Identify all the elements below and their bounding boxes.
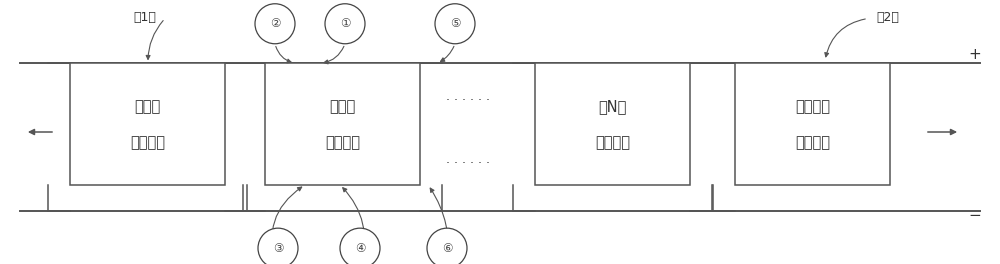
Text: · · · · · ·: · · · · · · — [446, 157, 490, 170]
Text: ⑥: ⑥ — [442, 242, 452, 255]
Ellipse shape — [435, 4, 475, 44]
Text: 产生模块: 产生模块 — [795, 135, 830, 150]
Text: 偏置电流: 偏置电流 — [795, 100, 830, 114]
Ellipse shape — [258, 228, 298, 264]
Text: 整流单元: 整流单元 — [595, 135, 630, 150]
Bar — [735, 63, 890, 185]
Text: −: − — [969, 208, 981, 223]
Text: ①: ① — [340, 17, 350, 30]
Text: ⑤: ⑤ — [450, 17, 460, 30]
Text: 第N级: 第N级 — [598, 100, 627, 114]
Text: · · · · · ·: · · · · · · — [446, 94, 490, 107]
Text: 第一级: 第一级 — [134, 100, 161, 114]
Bar — [535, 63, 690, 185]
Bar — [70, 63, 225, 185]
Text: ②: ② — [270, 17, 280, 30]
Ellipse shape — [427, 228, 467, 264]
Text: （1）: （1） — [134, 11, 156, 23]
Text: 整流单元: 整流单元 — [325, 135, 360, 150]
Text: 整流单元: 整流单元 — [130, 135, 165, 150]
Text: （2）: （2） — [877, 11, 899, 23]
Text: +: + — [969, 47, 981, 62]
Ellipse shape — [340, 228, 380, 264]
Ellipse shape — [325, 4, 365, 44]
Text: ③: ③ — [273, 242, 283, 255]
Ellipse shape — [255, 4, 295, 44]
Text: 第二级: 第二级 — [329, 100, 356, 114]
Bar — [265, 63, 420, 185]
Text: ④: ④ — [355, 242, 365, 255]
